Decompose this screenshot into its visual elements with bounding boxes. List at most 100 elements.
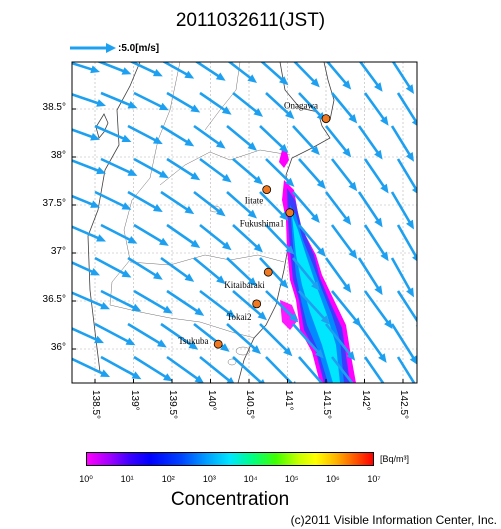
wind-arrow-shaft — [72, 62, 95, 72]
wind-arrow-head — [253, 243, 263, 253]
latitude-label: 38° — [50, 150, 66, 161]
wind-arrow-shaft — [94, 190, 127, 209]
wind-arrow-shaft — [166, 223, 197, 246]
wind-arrow-head — [384, 387, 392, 397]
wind-arrow-head — [380, 183, 389, 194]
wind-arrow-head — [184, 273, 195, 282]
wind-arrow-shaft — [199, 289, 232, 316]
wind-arrow-shaft — [226, 124, 254, 148]
wind-arrow-head — [348, 114, 358, 124]
wind-arrow-head — [163, 305, 173, 314]
longitude-label: 138.5° — [90, 390, 101, 420]
wind-arrow-head — [153, 271, 163, 280]
wind-arrow-head — [311, 281, 320, 291]
wind-arrow-shaft — [265, 356, 294, 383]
wind-arrow-head — [405, 219, 414, 230]
colorbar-tick-label: 10⁴ — [243, 474, 258, 484]
wind-arrow-shaft — [160, 190, 190, 212]
wind-arrow-shaft — [265, 224, 292, 252]
wind-arrow-head — [348, 249, 358, 260]
wind-arrow-shaft — [291, 257, 318, 287]
wind-arrow-shaft — [298, 224, 323, 254]
wind-arrow-head — [190, 239, 201, 249]
wind-arrow-shaft — [72, 225, 102, 241]
wind-arrow-shaft — [194, 62, 222, 79]
wind-arrow-head — [257, 311, 267, 321]
wind-arrow-shaft — [293, 62, 317, 85]
wind-arrow-head — [314, 349, 324, 359]
wind-arrow-shaft — [127, 322, 163, 346]
site-marker — [252, 299, 262, 309]
chart-title: 2011032611(JST) — [175, 10, 326, 31]
colorbar-tick-label: 10⁷ — [367, 474, 381, 484]
wind-arrow-shaft — [72, 357, 106, 376]
wind-arrow-head — [316, 179, 326, 190]
wind-arrow-head — [247, 141, 257, 151]
wind-arrow-shaft — [193, 124, 222, 147]
wind-arrow-shaft — [324, 125, 349, 154]
wind-arrow-shaft — [357, 125, 381, 156]
wind-arrow-head — [285, 245, 295, 255]
longitude-label: 142° — [359, 390, 371, 411]
wind-arrow-head — [320, 315, 330, 325]
wind-arrow-shaft — [259, 191, 286, 218]
wind-arrow-head — [90, 132, 100, 141]
wind-arrow-head — [226, 377, 235, 383]
colorbar-tick-label: 10¹ — [120, 474, 134, 484]
wind-arrow-shaft — [265, 158, 292, 184]
wind-arrow-head — [416, 389, 424, 399]
longitude-label: 141.5° — [321, 390, 332, 420]
wind-arrow-head — [285, 177, 295, 187]
wind-arrow-shaft — [166, 355, 201, 382]
wind-vectors — [72, 62, 424, 399]
site-marker — [262, 185, 272, 195]
latitude-label: 36° — [50, 342, 66, 353]
wind-arrow-head — [283, 347, 293, 357]
longitude-label: 140.5° — [244, 390, 255, 420]
wind-arrow-shaft — [232, 356, 264, 383]
wind-arrow-shaft — [259, 125, 285, 150]
wind-arrow-shaft — [166, 289, 200, 314]
wind-arrow-head — [153, 204, 163, 212]
wind-arrow-head — [96, 234, 106, 242]
wind-arrow-shaft — [265, 290, 295, 320]
wind-arrow-head — [194, 307, 205, 316]
wind-arrow-head — [251, 345, 261, 355]
wind-arrow-shaft — [72, 92, 101, 106]
wind-arrow-head — [221, 106, 232, 115]
colorbar-unit: [Bq/m³] — [380, 454, 410, 464]
wind-arrow-shaft — [363, 158, 387, 190]
wind-arrow-shaft — [330, 158, 355, 188]
axis-ticks — [72, 108, 404, 383]
wind-arrow-shaft — [358, 62, 381, 88]
wind-arrow-shaft — [363, 224, 387, 257]
wind-arrow-shaft — [396, 356, 416, 383]
wind-arrow-head — [90, 200, 100, 208]
wind-arrow-shaft — [94, 256, 127, 276]
wind-arrow-head — [279, 76, 289, 86]
wind-arrow-head — [346, 351, 356, 361]
wind-arrow-shaft — [227, 62, 254, 81]
wind-arrow-shaft — [330, 224, 355, 255]
wind-arrow-shaft — [292, 125, 317, 152]
longitude-label: 139.5° — [167, 390, 178, 420]
wind-arrow-head — [285, 110, 295, 120]
wind-arrow-shaft — [193, 256, 222, 282]
wind-arrow-shaft — [72, 128, 95, 139]
wind-arrow-head — [94, 335, 104, 344]
wind-arrow-shaft — [391, 62, 412, 90]
wind-arrow-shaft — [298, 290, 327, 322]
wind-arrow-head — [247, 209, 257, 219]
wind-arrow-shaft — [100, 223, 133, 243]
wind-arrow-head — [90, 267, 100, 276]
wind-arrow-head — [342, 215, 352, 226]
longitude-label: 141° — [282, 390, 294, 411]
wind-arrow-head — [127, 235, 138, 244]
wind-arrow-shaft — [166, 157, 196, 179]
wind-arrow-shaft — [324, 257, 349, 289]
wind-arrow-shaft — [160, 124, 190, 145]
wind-arrow-shaft — [363, 290, 391, 325]
longitude-label: 139° — [128, 390, 140, 411]
wind-arrow-head — [247, 74, 257, 83]
wind-arrow-shaft — [160, 256, 191, 280]
